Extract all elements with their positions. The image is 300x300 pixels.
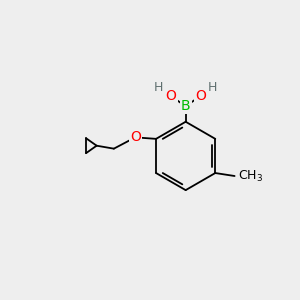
Text: O: O (166, 89, 176, 103)
Text: O: O (195, 89, 206, 103)
Text: H: H (208, 81, 217, 94)
Text: H: H (154, 81, 164, 94)
Text: CH$_3$: CH$_3$ (238, 169, 263, 184)
Text: O: O (130, 130, 141, 144)
Text: B: B (181, 99, 190, 113)
